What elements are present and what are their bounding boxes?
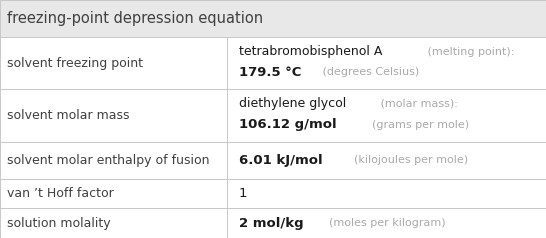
- Text: diethylene glycol: diethylene glycol: [239, 97, 346, 110]
- Text: van ’t Hoff factor: van ’t Hoff factor: [7, 187, 114, 200]
- Text: (molar mass):: (molar mass):: [377, 99, 458, 109]
- Text: (kilojoules per mole): (kilojoules per mole): [347, 155, 467, 165]
- Text: (moles per kilogram): (moles per kilogram): [322, 218, 446, 228]
- Text: 6.01 kJ/mol: 6.01 kJ/mol: [239, 154, 322, 167]
- Text: tetrabromobisphenol A: tetrabromobisphenol A: [239, 45, 382, 58]
- Text: (melting point):: (melting point):: [424, 47, 514, 57]
- Text: 179.5 °C: 179.5 °C: [239, 66, 301, 79]
- Text: (degrees Celsius): (degrees Celsius): [319, 68, 419, 78]
- Text: solution molality: solution molality: [7, 217, 111, 230]
- Text: 1: 1: [239, 187, 247, 200]
- Bar: [0, 0, 546, 37]
- Text: solvent molar mass: solvent molar mass: [7, 109, 129, 122]
- Text: 2 mol/kg: 2 mol/kg: [239, 217, 303, 230]
- Text: solvent freezing point: solvent freezing point: [7, 57, 143, 69]
- Text: freezing-point depression equation: freezing-point depression equation: [7, 11, 263, 26]
- Text: 106.12 g/mol: 106.12 g/mol: [239, 118, 336, 131]
- Text: (grams per mole): (grams per mole): [365, 120, 468, 130]
- Text: solvent molar enthalpy of fusion: solvent molar enthalpy of fusion: [7, 154, 210, 167]
